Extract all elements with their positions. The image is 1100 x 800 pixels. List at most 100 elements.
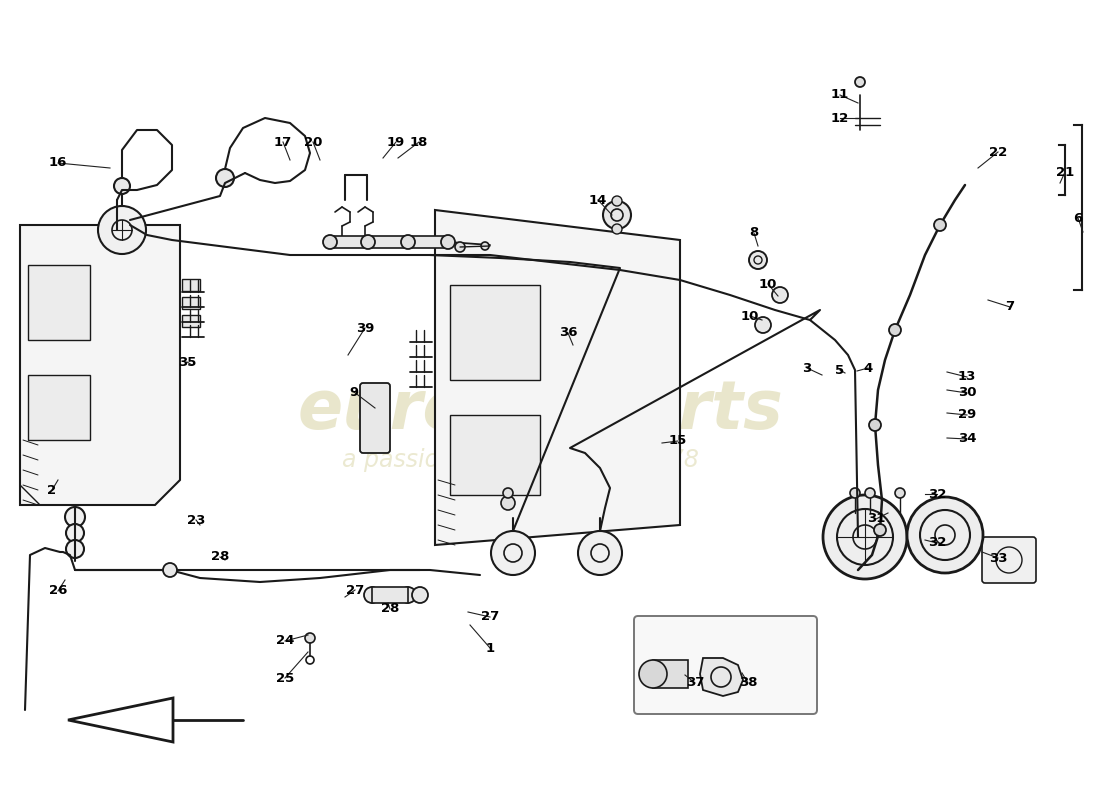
Bar	[28, 265, 90, 340]
Circle shape	[402, 235, 415, 249]
Text: 35: 35	[178, 355, 196, 369]
Text: 18: 18	[410, 135, 428, 149]
Text: a passion for parts since 1978: a passion for parts since 1978	[342, 448, 698, 472]
Circle shape	[749, 251, 767, 269]
Circle shape	[755, 317, 771, 333]
Circle shape	[503, 488, 513, 498]
Text: 27: 27	[481, 610, 499, 623]
Circle shape	[850, 488, 860, 498]
Text: 34: 34	[958, 433, 977, 446]
Circle shape	[855, 77, 865, 87]
Text: 1: 1	[485, 642, 495, 654]
Bar	[450, 415, 540, 495]
Circle shape	[481, 242, 490, 250]
Text: 12: 12	[830, 111, 849, 125]
Text: 8: 8	[749, 226, 759, 239]
Text: 33: 33	[989, 551, 1008, 565]
Bar	[653, 660, 688, 688]
Circle shape	[874, 524, 886, 536]
Text: 26: 26	[48, 585, 67, 598]
Text: 20: 20	[304, 135, 322, 149]
Text: 7: 7	[1005, 301, 1014, 314]
Text: 11: 11	[830, 89, 849, 102]
FancyBboxPatch shape	[360, 383, 390, 453]
Circle shape	[65, 507, 85, 527]
Text: 38: 38	[739, 677, 757, 690]
Text: 30: 30	[958, 386, 977, 399]
Circle shape	[412, 587, 428, 603]
Circle shape	[823, 495, 907, 579]
Text: 10: 10	[740, 310, 759, 322]
Circle shape	[491, 531, 535, 575]
Text: 13: 13	[958, 370, 976, 383]
Polygon shape	[434, 210, 680, 545]
Circle shape	[578, 531, 621, 575]
Circle shape	[612, 196, 621, 206]
Text: 39: 39	[355, 322, 374, 334]
Text: 28: 28	[211, 550, 229, 563]
Circle shape	[66, 540, 84, 558]
Circle shape	[305, 633, 315, 643]
Text: 36: 36	[559, 326, 578, 339]
Text: 10: 10	[759, 278, 778, 290]
Polygon shape	[20, 225, 180, 505]
Text: 24: 24	[276, 634, 294, 647]
Circle shape	[98, 206, 146, 254]
Circle shape	[895, 488, 905, 498]
Circle shape	[869, 419, 881, 431]
Text: 31: 31	[867, 513, 886, 526]
Circle shape	[934, 219, 946, 231]
Bar	[450, 285, 540, 380]
Text: 32: 32	[927, 537, 946, 550]
Circle shape	[455, 242, 465, 252]
Text: 32: 32	[927, 487, 946, 501]
Text: 28: 28	[381, 602, 399, 615]
Text: eurocarparts: eurocarparts	[297, 377, 783, 443]
Circle shape	[500, 496, 515, 510]
FancyBboxPatch shape	[982, 537, 1036, 583]
Text: 19: 19	[387, 135, 405, 149]
Text: 17: 17	[274, 135, 293, 149]
Circle shape	[364, 587, 380, 603]
Polygon shape	[68, 698, 173, 742]
Bar	[28, 375, 90, 440]
Circle shape	[163, 563, 177, 577]
Text: 15: 15	[669, 434, 688, 447]
Circle shape	[612, 224, 621, 234]
Bar	[182, 315, 200, 327]
Text: 9: 9	[350, 386, 359, 398]
Bar	[182, 297, 200, 309]
Circle shape	[889, 324, 901, 336]
Text: 37: 37	[685, 677, 704, 690]
Text: 16: 16	[48, 157, 67, 170]
Text: 2: 2	[47, 483, 56, 497]
Bar	[330, 236, 450, 248]
Circle shape	[361, 235, 375, 249]
Text: 23: 23	[187, 514, 206, 526]
Text: 27: 27	[345, 583, 364, 597]
Text: 4: 4	[864, 362, 872, 374]
FancyBboxPatch shape	[634, 616, 817, 714]
Circle shape	[603, 201, 631, 229]
Text: 29: 29	[958, 409, 976, 422]
Circle shape	[772, 287, 788, 303]
Circle shape	[114, 178, 130, 194]
Text: 22: 22	[989, 146, 1008, 158]
Circle shape	[66, 524, 84, 542]
Bar	[182, 279, 200, 291]
Text: 14: 14	[588, 194, 607, 206]
Bar	[372, 587, 408, 603]
Text: 25: 25	[276, 671, 294, 685]
Circle shape	[216, 169, 234, 187]
Text: 3: 3	[802, 362, 812, 374]
Polygon shape	[700, 658, 743, 696]
Circle shape	[441, 235, 455, 249]
Circle shape	[323, 235, 337, 249]
Circle shape	[400, 587, 416, 603]
Circle shape	[865, 488, 874, 498]
Text: 21: 21	[1056, 166, 1074, 178]
Circle shape	[639, 660, 667, 688]
Circle shape	[908, 497, 983, 573]
Text: 5: 5	[835, 363, 845, 377]
Text: 6: 6	[1074, 211, 1082, 225]
